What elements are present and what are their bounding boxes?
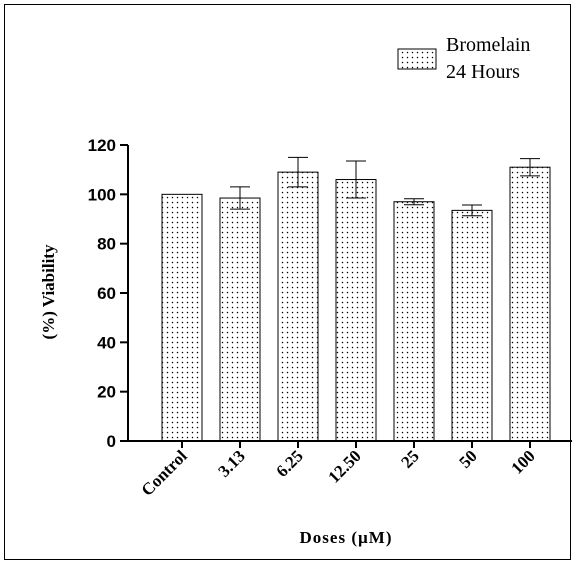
bar: [393, 201, 435, 442]
x-tick-label: 25: [397, 446, 422, 471]
y-tick-label: 80: [97, 235, 116, 254]
legend-label-line-2: 24 Hours: [446, 61, 520, 83]
x-axis-label: Doses (µM): [300, 528, 393, 547]
x-tick-label: 12.50: [324, 446, 364, 486]
bar: [335, 179, 377, 442]
bar: [277, 171, 319, 442]
x-tick-label: 50: [455, 446, 480, 471]
x-tick-label: Control: [138, 446, 191, 499]
y-tick-label: 60: [97, 284, 116, 303]
bar: [509, 166, 551, 442]
legend-label-line-1: Bromelain: [446, 34, 530, 56]
bar: [219, 197, 261, 442]
y-tick-label: 20: [97, 383, 116, 402]
y-tick-label: 40: [97, 333, 116, 352]
y-axis-label: (%) Viability: [39, 244, 58, 339]
y-tick-label: 120: [88, 136, 116, 155]
bar-chart: Bromelain 24 Hours 0 20 40 60 80 100 120 Contr…: [39, 34, 572, 547]
legend-swatch: [397, 48, 437, 70]
bar: [161, 193, 203, 442]
chart-frame: Bromelain 24 Hours 0 20 40 60 80 100 120 Contr…: [4, 4, 572, 560]
bar: [451, 209, 493, 442]
y-tick-label: 100: [88, 185, 116, 204]
x-tick-label: 3.13: [214, 446, 248, 480]
y-tick-label: 0: [107, 432, 116, 451]
legend: Bromelain 24 Hours: [397, 34, 530, 83]
x-tick-label: 6.25: [272, 446, 306, 480]
x-tick-label: 100: [507, 446, 538, 477]
